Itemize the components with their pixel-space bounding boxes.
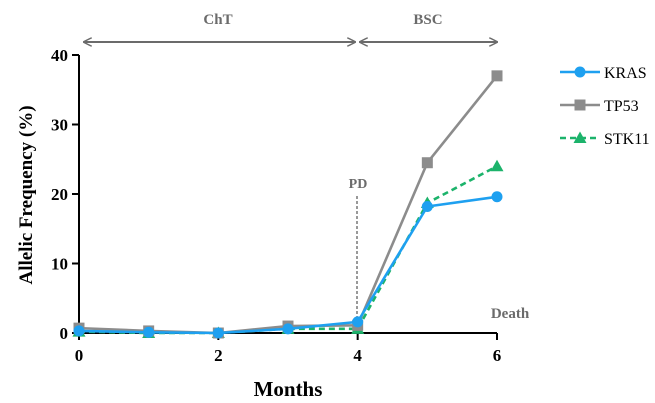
cht-label: ChT <box>203 12 232 28</box>
data-point-tp53 <box>491 70 503 82</box>
legend-item-stk11: STK11 <box>560 131 650 148</box>
legend-label: STK11 <box>604 131 650 148</box>
period-annotations: ChT BSC <box>84 12 497 42</box>
x-tick-label: 0 <box>75 346 84 365</box>
y-tick-label: 10 <box>51 255 68 274</box>
x-axis-label: Months <box>254 377 323 401</box>
legend-item-kras: KRAS <box>560 65 647 82</box>
series-line-stk11 <box>78 165 498 335</box>
legend-marker-tp53 <box>574 99 586 111</box>
series-stk11 <box>72 159 504 338</box>
data-point-kras <box>73 325 85 337</box>
y-tick-label: 0 <box>60 324 69 343</box>
y-tick-label: 20 <box>51 185 68 204</box>
x-ticks: 0 2 4 6 <box>75 333 502 365</box>
data-point-kras <box>212 327 224 339</box>
legend-marker-kras <box>574 66 586 78</box>
series-line-kras <box>78 195 498 335</box>
legend-item-tp53: TP53 <box>560 98 639 115</box>
axes <box>78 55 497 334</box>
y-ticks: 0 10 20 30 40 <box>51 46 79 343</box>
y-tick-label: 40 <box>51 46 68 65</box>
legend-label: TP53 <box>604 98 639 115</box>
data-point-kras <box>491 191 503 203</box>
data-point-kras <box>282 323 294 335</box>
legend-marker-stk11 <box>573 131 587 143</box>
x-tick-label: 4 <box>353 346 362 365</box>
data-point-kras <box>143 326 155 338</box>
y-axis-label: Allelic Frequency (%) <box>16 105 37 284</box>
bsc-label: BSC <box>413 12 442 28</box>
y-tick-label: 30 <box>51 116 68 135</box>
x-tick-label: 6 <box>493 346 502 365</box>
data-point-tp53 <box>421 157 433 169</box>
legend-label: KRAS <box>604 65 647 82</box>
series-kras <box>73 191 503 339</box>
data-point-stk11 <box>490 159 504 172</box>
legend: KRAS TP53 STK11 <box>560 65 650 148</box>
pd-label: PD <box>349 177 368 192</box>
x-tick-label: 2 <box>214 346 223 365</box>
data-point-kras <box>352 316 364 328</box>
series-layer <box>72 70 504 339</box>
death-label: Death <box>491 306 530 322</box>
data-point-kras <box>421 201 433 213</box>
